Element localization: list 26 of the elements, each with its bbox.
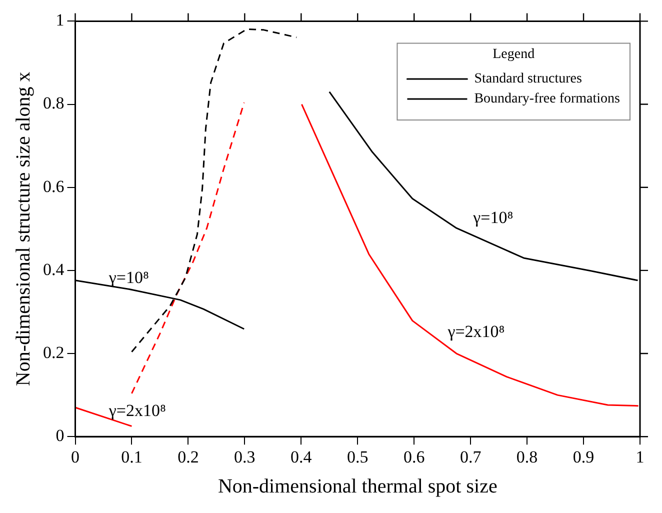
x-tick-label: 0.5 <box>347 447 368 466</box>
y-tick-label: 0.4 <box>43 260 65 279</box>
x-tick-label: 0.9 <box>572 447 594 466</box>
x-tick-label: 0.7 <box>460 447 482 466</box>
x-tick-label: 0 <box>71 447 80 466</box>
x-tick-label: 0.8 <box>516 447 538 466</box>
x-tick-label: 0.2 <box>178 447 199 466</box>
y-tick-label: 0.8 <box>43 94 64 113</box>
legend-label: Boundary-free formations <box>474 92 620 107</box>
annotation: γ=2x10⁸ <box>108 401 166 420</box>
legend-title: Legend <box>492 46 535 62</box>
annotation: γ=10⁸ <box>108 268 149 288</box>
annotation: γ=10⁸ <box>472 208 514 227</box>
x-axis-title: Non-dimensional thermal spot size <box>218 475 498 498</box>
legend-label: Standard structures <box>474 72 582 87</box>
annotation: γ=2x10⁸ <box>446 322 505 342</box>
x-tick-label: 0.4 <box>290 447 312 466</box>
y-tick-label: 0 <box>56 426 64 446</box>
y-axis-title: Non-dimensional structure size along x <box>12 72 34 386</box>
x-tick-label: 0.1 <box>121 447 142 466</box>
y-tick-label: 0.6 <box>43 176 64 196</box>
y-tick-label: 0.2 <box>43 342 64 362</box>
x-tick-label: 1 <box>636 447 644 466</box>
x-tick-label: 0.6 <box>403 447 425 466</box>
x-tick-label: 0.3 <box>234 447 256 466</box>
y-tick-label: 1 <box>56 10 64 30</box>
